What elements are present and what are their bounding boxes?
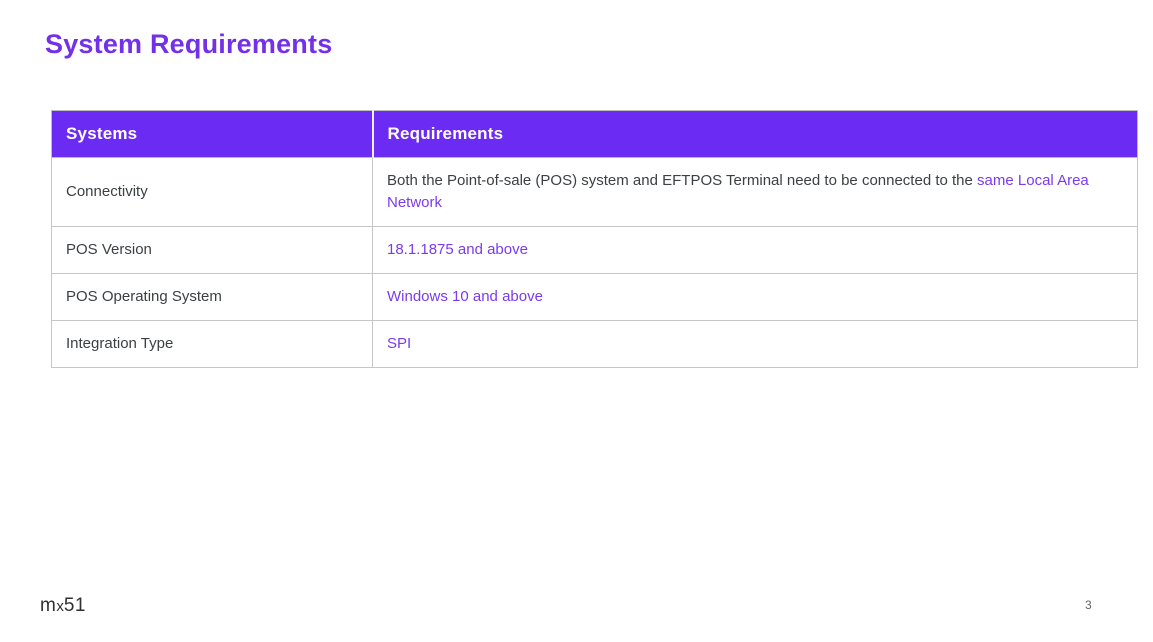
column-header-systems: Systems [51, 110, 373, 158]
mx51-logo-m: m [40, 595, 57, 616]
system-cell-integration-type: Integration Type [51, 320, 373, 368]
requirement-cell-pos-version: 18.1.1875 and above [372, 226, 1138, 274]
system-cell-connectivity: Connectivity [51, 157, 373, 227]
local-area-network-link[interactable]: same Local Area Network [387, 172, 1089, 211]
requirement-text: Both the Point-of-sale (POS) system and … [387, 172, 978, 189]
column-header-requirements: Requirements [371, 110, 1138, 158]
system-requirements-table: Systems Requirements Connectivity Both t… [51, 110, 1138, 368]
system-cell-pos-version: POS Version [51, 226, 373, 274]
table-header-row: Systems Requirements [51, 110, 1138, 158]
page-number: 3 [1085, 598, 1092, 612]
table-row: Integration Type SPI [51, 320, 1138, 368]
table-row: POS Version 18.1.1875 and above [51, 226, 1138, 274]
system-cell-pos-os: POS Operating System [51, 273, 373, 321]
table-row: Connectivity Both the Point-of-sale (POS… [51, 157, 1138, 227]
pos-version-link[interactable]: 18.1.1875 and above [387, 241, 528, 258]
pos-os-link[interactable]: Windows 10 and above [387, 288, 543, 305]
mx51-logo: mx51 [40, 595, 86, 617]
table-row: POS Operating System Windows 10 and abov… [51, 273, 1138, 321]
page-title: System Requirements [45, 29, 333, 59]
mx51-logo-51: 51 [63, 595, 86, 616]
requirement-cell-pos-os: Windows 10 and above [372, 273, 1138, 321]
requirement-cell-connectivity: Both the Point-of-sale (POS) system and … [372, 157, 1138, 227]
spi-link[interactable]: SPI [387, 335, 412, 352]
requirement-cell-integration-type: SPI [372, 320, 1138, 368]
mx51-logo-x-glyph: x [56, 598, 64, 615]
